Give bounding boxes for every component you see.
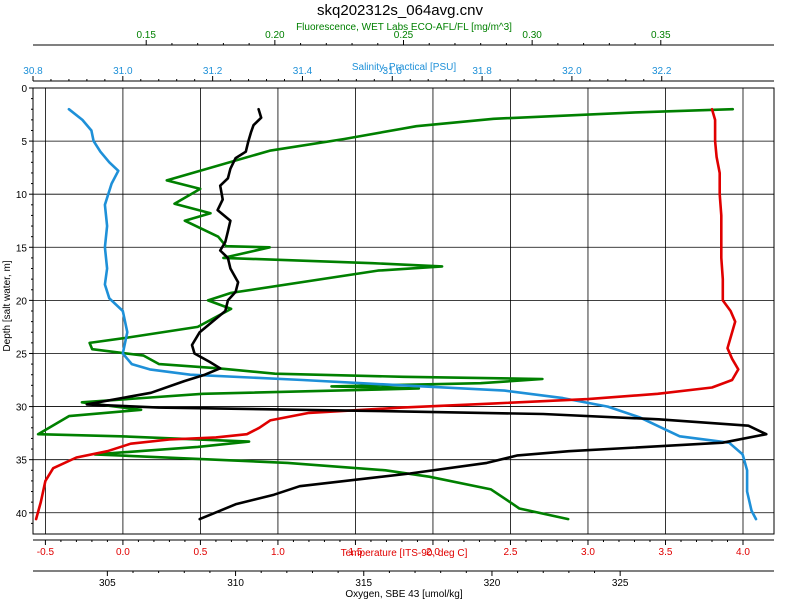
temperature-tick-label: 2.0 [426, 547, 440, 558]
salinity-tick-label: 32.0 [562, 66, 582, 77]
depth-tick-label: 0 [21, 84, 27, 95]
fluorescence-tick-label: 0.30 [522, 30, 542, 41]
salinity-tick-label: 32.2 [652, 66, 672, 77]
temperature-profile-line [34, 107, 740, 521]
salinity-tick-label: 31.4 [293, 66, 313, 77]
oxygen-tick-label: 320 [484, 578, 501, 589]
depth-tick-label: 30 [16, 403, 28, 414]
depth-tick-label: 25 [16, 349, 28, 360]
oxygen-profile-line [85, 107, 768, 521]
plot-frame [32, 87, 775, 535]
temperature-tick-label: 3.0 [581, 547, 595, 558]
temperature-tick-label: 0.0 [116, 547, 130, 558]
depth-tick-label: 10 [16, 190, 28, 201]
depth-tick-label: 15 [16, 243, 28, 254]
temperature-tick-label: 0.5 [193, 547, 207, 558]
temperature-tick-label: -0.5 [37, 547, 55, 558]
depth-tick-label: 5 [21, 137, 27, 148]
oxygen-tick-label: 310 [227, 578, 244, 589]
depth-axis-label: Depth [salt water, m] [2, 260, 13, 351]
depth-tick-label: 35 [16, 456, 28, 467]
salinity-axis-label: Salinity, Practical [PSU] [352, 62, 457, 73]
depth-tick-label: 40 [16, 509, 28, 520]
salinity-tick-label: 31.8 [472, 66, 492, 77]
fluorescence-axis-label: Fluorescence, WET Labs ECO-AFL/FL [mg/m^… [296, 22, 512, 33]
oxygen-axis-label: Oxygen, SBE 43 [umol/kg] [345, 589, 463, 600]
salinity-profile-line [67, 107, 758, 521]
salinity-tick-label: 31.0 [113, 66, 133, 77]
temperature-tick-label: 2.5 [504, 547, 518, 558]
salinity-tick-label: 31.2 [203, 66, 223, 77]
fluorescence-profile-line [36, 107, 735, 521]
oxygen-tick-label: 305 [99, 578, 116, 589]
temperature-tick-label: 4.0 [736, 547, 750, 558]
fluorescence-tick-label: 0.25 [394, 30, 414, 41]
chart-title: skq202312s_064avg.cnv [317, 2, 483, 19]
depth-tick-label: 20 [16, 296, 28, 307]
temperature-axis-label: Temperature [ITS-90, deg C] [341, 548, 468, 559]
fluorescence-tick-label: 0.15 [136, 30, 156, 41]
oxygen-tick-label: 315 [355, 578, 372, 589]
data-series [34, 107, 768, 521]
salinity-tick-label: 31.6 [383, 66, 403, 77]
fluorescence-tick-label: 0.20 [265, 30, 285, 41]
fluorescence-tick-label: 0.35 [651, 30, 671, 41]
temperature-tick-label: 1.5 [348, 547, 362, 558]
temperature-tick-label: 1.0 [271, 547, 285, 558]
temperature-tick-label: 3.5 [659, 547, 673, 558]
oxygen-tick-label: 325 [612, 578, 629, 589]
salinity-tick-label: 30.8 [23, 66, 43, 77]
